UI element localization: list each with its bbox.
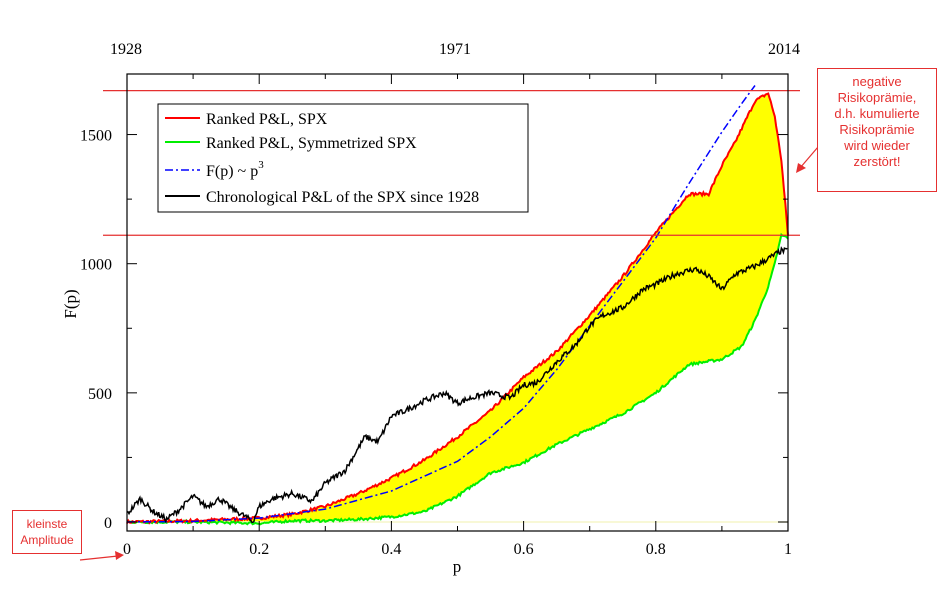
y-tick-label: 1000: [80, 257, 112, 274]
annotation-line: Risikoprämie: [839, 122, 915, 137]
top-axis-tick-label: 2014: [768, 41, 800, 58]
annotation-line: zerstört!: [853, 154, 901, 169]
annotation-line: kleinste: [26, 517, 68, 531]
x-tick-label: 1: [784, 541, 792, 558]
annotation-line: d.h. kumulierte: [834, 106, 920, 121]
axis-ticks: [126, 74, 789, 531]
series-layer: [126, 85, 789, 526]
top-axis-tick-label: 1928: [110, 41, 142, 58]
annotation-arrowhead-right: [796, 163, 806, 173]
legend-box: [157, 103, 529, 213]
tick-labels: 0 0.2 0.4 0.6 0.8 1 0 500 1000 1500: [80, 128, 792, 558]
x-tick-label: 0.2: [249, 541, 269, 558]
annotation-arrowhead-left: [115, 551, 124, 560]
series-chronological-spx: [126, 246, 788, 524]
x-tick-label: 0: [123, 541, 131, 558]
series-power-law-fit: [126, 85, 756, 523]
annotation-line: Risikoprämie,: [837, 90, 917, 105]
series-ranked-spx: [126, 92, 789, 525]
annotation-line: Amplitude: [20, 533, 74, 547]
annotation-arrow-right: [799, 146, 819, 169]
annotation-arrows: [79, 146, 819, 561]
x-tick-label: 0.8: [646, 541, 666, 558]
legend-label-chronological: Chronological P&L of the SPX since 1928: [206, 189, 479, 206]
top-axis-tick-label: 1971: [439, 41, 471, 58]
y-axis-label: F(p): [61, 289, 80, 318]
legend: Ranked P&L, SPX Ranked P&L, Symmetrized …: [157, 103, 529, 213]
series-ranked-symmetrized-spx: [126, 232, 789, 526]
annotation-negative-risk-premium: negative Risikoprämie, d.h. kumulierte R…: [817, 68, 937, 192]
y-tick-label: 500: [88, 386, 112, 403]
legend-label-ranked-symmetrized: Ranked P&L, Symmetrized SPX: [206, 135, 417, 152]
annotation-arrow-left: [79, 555, 119, 561]
legend-label-power-law: F(p) ~ p3: [206, 159, 264, 180]
legend-label-power-law-text: F(p) ~ p: [206, 163, 258, 180]
area-between-ranked-curves: [127, 93, 788, 525]
y-tick-label: 0: [104, 515, 112, 532]
y-tick-label: 1500: [80, 128, 112, 145]
legend-label-ranked-spx: Ranked P&L, SPX: [206, 111, 328, 128]
x-axis-label: p: [453, 557, 462, 576]
reference-lines: [103, 90, 800, 236]
annotation-line: negative: [852, 74, 902, 89]
annotation-line: wird wieder: [844, 138, 910, 153]
x-tick-label: 0.6: [514, 541, 534, 558]
x-tick-label: 0.4: [381, 541, 401, 558]
legend-label-power-law-exponent: 3: [258, 159, 264, 171]
annotation-smallest-amplitude: kleinste Amplitude: [12, 510, 82, 554]
